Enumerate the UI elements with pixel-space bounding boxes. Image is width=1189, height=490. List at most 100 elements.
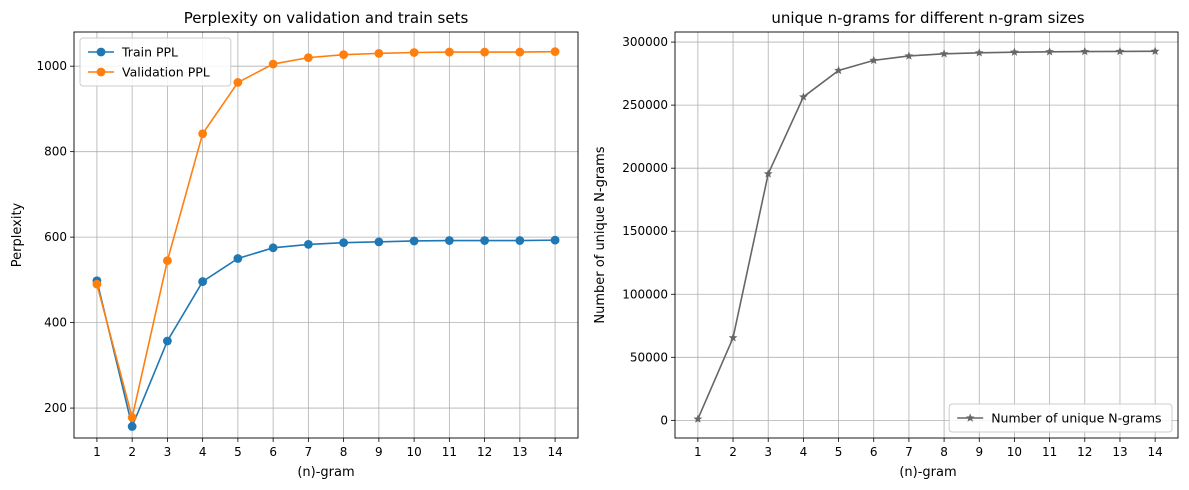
perplexity-data-point <box>409 236 419 246</box>
unique-ngrams-x-tick-label: 13 <box>1112 445 1127 459</box>
perplexity-legend-label: Train PPL <box>121 45 178 60</box>
perplexity-data-point <box>409 48 419 57</box>
perplexity-axes-frame <box>73 31 579 439</box>
perplexity-chart-xlabel: (n)-gram <box>297 465 354 480</box>
unique-ngrams-series-0 <box>693 46 1160 423</box>
perplexity-legend: Train PPL Validation PPL <box>79 37 232 87</box>
perplexity-x-tick-label: 11 <box>442 445 457 459</box>
perplexity-x-tick-label: 1 <box>93 445 101 459</box>
unique-ngrams-legend-box <box>948 403 1173 433</box>
unique-ngrams-x-tick-label: 3 <box>764 445 772 459</box>
perplexity-x-tick-label: 6 <box>269 445 277 459</box>
perplexity-data-point <box>515 47 525 57</box>
perplexity-data-point <box>162 336 172 346</box>
unique-ngrams-data-point <box>1115 46 1125 56</box>
perplexity-x-tick-label: 7 <box>305 445 313 459</box>
perplexity-data-point <box>480 236 490 245</box>
perplexity-data-point <box>480 47 490 57</box>
perplexity-x-tick-label: 13 <box>512 445 527 459</box>
perplexity-data-point <box>303 240 313 249</box>
unique-ngrams-data-point <box>939 49 949 58</box>
perplexity-data-point <box>268 59 278 69</box>
unique-ngrams-x-tick-label: 9 <box>975 445 983 459</box>
perplexity-chart: Perplexity on validation and train sets … <box>10 9 579 480</box>
perplexity-series-line <box>96 239 556 430</box>
perplexity-data-point <box>233 78 243 87</box>
unique-ngrams-x-tick-label: 6 <box>870 445 878 459</box>
perplexity-data-point <box>303 53 313 63</box>
perplexity-x-tick-label: 3 <box>164 445 172 459</box>
unique-ngrams-chart: unique n-grams for different n-gram size… <box>593 9 1179 480</box>
perplexity-chart-title: Perplexity on validation and train sets <box>184 9 469 27</box>
perplexity-data-point <box>374 48 384 58</box>
unique-ngrams-legend-marker <box>965 413 975 422</box>
perplexity-legend-marker <box>96 67 106 77</box>
unique-ngrams-x-tick-label: 14 <box>1147 445 1162 459</box>
perplexity-data-point <box>233 254 243 263</box>
unique-ngrams-chart-title: unique n-grams for different n-gram size… <box>771 9 1084 27</box>
unique-ngrams-x-tick-label: 4 <box>800 445 808 459</box>
unique-ngrams-data-point <box>974 48 984 57</box>
perplexity-x-tick-label: 8 <box>340 445 348 459</box>
unique-ngrams-data-point <box>869 55 879 65</box>
perplexity-y-tick-label: 600 <box>44 230 67 244</box>
unique-ngrams-data-point <box>834 65 843 75</box>
unique-ngrams-x-tick-label: 11 <box>1042 445 1057 459</box>
perplexity-grid <box>74 32 578 438</box>
perplexity-y-tick-label: 1000 <box>36 59 67 73</box>
perplexity-data-point <box>198 129 208 139</box>
perplexity-y-tick-label: 800 <box>44 145 67 159</box>
perplexity-x-tick-label: 9 <box>375 445 383 459</box>
perplexity-x-tick-label: 14 <box>547 445 562 459</box>
unique-ngrams-y-tick-label: 300000 <box>622 35 668 49</box>
perplexity-data-point <box>550 47 560 57</box>
unique-ngrams-x-tick-label: 7 <box>905 445 913 459</box>
unique-ngrams-data-point <box>799 92 808 101</box>
perplexity-series-line <box>96 50 556 418</box>
unique-ngrams-data-point <box>1010 47 1019 56</box>
unique-ngrams-y-tick-label: 0 <box>660 413 668 427</box>
perplexity-data-point <box>515 236 525 245</box>
perplexity-legend-marker <box>96 47 106 57</box>
unique-ngrams-x-tick-label: 5 <box>835 445 843 459</box>
unique-ngrams-y-tick-label: 150000 <box>622 224 668 238</box>
unique-ngrams-x-tick-label: 12 <box>1077 445 1092 459</box>
unique-ngrams-legend-label: Number of unique N-grams <box>991 411 1161 426</box>
unique-ngrams-series-line <box>697 50 1156 420</box>
unique-ngrams-x-tick-label: 1 <box>694 445 702 459</box>
perplexity-data-point <box>339 238 349 248</box>
unique-ngrams-x-tick-label: 8 <box>940 445 948 459</box>
unique-ngrams-x-tick-label: 10 <box>1007 445 1022 459</box>
perplexity-data-point <box>339 50 349 60</box>
perplexity-data-point <box>127 422 137 431</box>
unique-ngrams-y-tick-label: 100000 <box>622 287 668 301</box>
perplexity-data-point <box>198 277 208 286</box>
unique-ngrams-axes-frame <box>674 31 1179 439</box>
unique-ngrams-data-point <box>1045 47 1054 56</box>
unique-ngrams-data-point <box>904 51 914 60</box>
unique-ngrams-data-point <box>693 414 703 423</box>
unique-ngrams-data-point <box>1080 46 1090 56</box>
perplexity-data-point <box>550 235 560 245</box>
unique-ngrams-data-point <box>1150 46 1160 56</box>
perplexity-series-1 <box>92 47 560 422</box>
unique-ngrams-y-tick-label: 250000 <box>622 98 668 112</box>
perplexity-data-point <box>162 256 172 266</box>
perplexity-data-point <box>268 243 278 253</box>
unique-ngrams-x-tick-label: 2 <box>729 445 737 459</box>
unique-ngrams-data-point <box>763 169 773 178</box>
unique-ngrams-legend: Number of unique N-grams <box>948 403 1173 433</box>
unique-ngrams-data-point <box>728 333 738 342</box>
perplexity-chart-ylabel: Perplexity <box>10 202 25 267</box>
perplexity-data-point <box>127 413 137 422</box>
perplexity-data-point <box>92 279 102 289</box>
perplexity-x-tick-label: 5 <box>234 445 242 459</box>
unique-ngrams-chart-ylabel: Number of unique N-grams <box>593 146 608 323</box>
perplexity-x-tick-label: 2 <box>128 445 136 459</box>
perplexity-x-tick-label: 10 <box>406 445 421 459</box>
perplexity-x-tick-label: 4 <box>199 445 207 459</box>
perplexity-legend-box <box>79 37 232 87</box>
unique-ngrams-y-tick-label: 50000 <box>630 350 668 364</box>
unique-ngrams-y-tick-label: 200000 <box>622 161 668 175</box>
